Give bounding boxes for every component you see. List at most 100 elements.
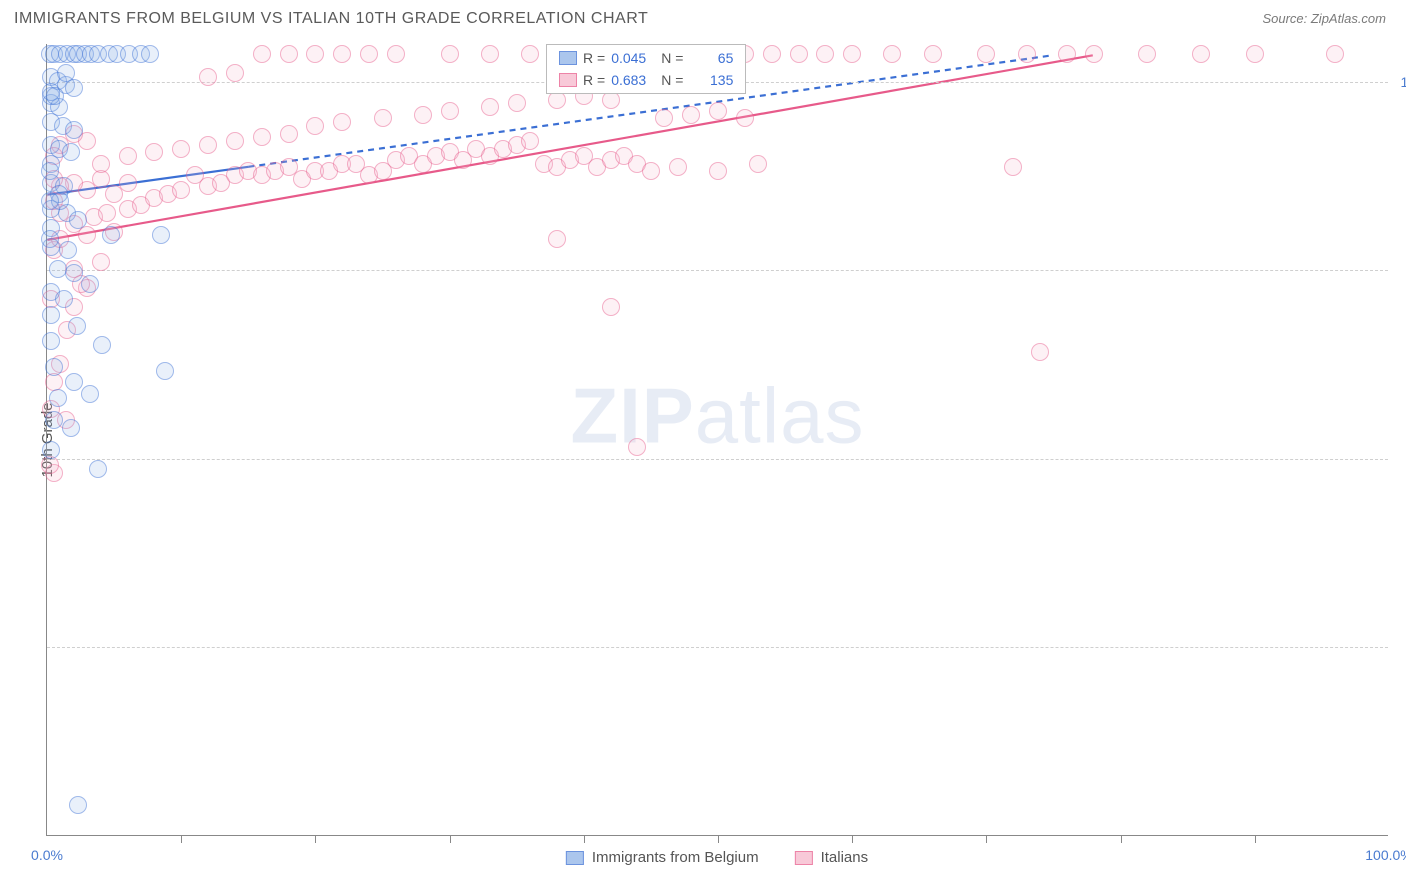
data-point-belgium [55, 290, 73, 308]
n-value-italians: 135 [689, 72, 733, 88]
data-point-italians [628, 438, 646, 456]
data-point-italians [98, 204, 116, 222]
data-point-italians [816, 45, 834, 63]
data-point-italians [414, 106, 432, 124]
gridline [47, 270, 1388, 271]
swatch-italians [559, 73, 577, 87]
watermark: ZIPatlas [570, 370, 864, 461]
data-point-italians [280, 125, 298, 143]
xtick-label: 0.0% [31, 847, 63, 863]
data-point-italians [924, 45, 942, 63]
data-point-belgium [81, 385, 99, 403]
r-value-belgium: 0.045 [611, 50, 655, 66]
legend-label-italians: Italians [821, 849, 869, 866]
data-point-italians [387, 45, 405, 63]
series-legend: Immigrants from Belgium Italians [566, 849, 868, 866]
data-point-italians [1058, 45, 1076, 63]
data-point-italians [709, 162, 727, 180]
data-point-italians [602, 298, 620, 316]
data-point-italians [253, 45, 271, 63]
data-point-italians [199, 68, 217, 86]
chart-area: 10th Grade ZIPatlas 85.0%90.0%95.0%100.0… [46, 44, 1388, 836]
data-point-belgium [45, 411, 63, 429]
source-prefix: Source: [1262, 11, 1310, 26]
data-point-italians [119, 147, 137, 165]
gridline [47, 647, 1388, 648]
data-point-italians [790, 45, 808, 63]
data-point-italians [883, 45, 901, 63]
data-point-belgium [69, 796, 87, 814]
data-point-belgium [59, 241, 77, 259]
data-point-italians [441, 45, 459, 63]
data-point-belgium [42, 306, 60, 324]
data-point-belgium [62, 143, 80, 161]
data-point-italians [306, 117, 324, 135]
data-point-italians [280, 45, 298, 63]
ytick-label: 90.0% [1393, 451, 1406, 467]
data-point-italians [1326, 45, 1344, 63]
data-point-italians [1031, 343, 1049, 361]
data-point-belgium [41, 162, 59, 180]
source-attribution: Source: ZipAtlas.com [1262, 10, 1386, 28]
data-point-italians [145, 143, 163, 161]
xtick [1121, 835, 1122, 843]
data-point-italians [481, 45, 499, 63]
data-point-belgium [57, 64, 75, 82]
data-point-italians [521, 45, 539, 63]
r-value-italians: 0.683 [611, 72, 655, 88]
data-point-italians [749, 155, 767, 173]
data-point-belgium [89, 460, 107, 478]
swatch-belgium [566, 851, 584, 865]
data-point-italians [1138, 45, 1156, 63]
data-point-italians [333, 45, 351, 63]
data-point-italians [1004, 158, 1022, 176]
data-point-belgium [41, 230, 59, 248]
data-point-belgium [156, 362, 174, 380]
data-point-italians [441, 102, 459, 120]
n-label: N = [661, 72, 683, 88]
data-point-italians [843, 45, 861, 63]
data-point-italians [508, 94, 526, 112]
data-point-belgium [152, 226, 170, 244]
data-point-belgium [46, 87, 64, 105]
data-point-italians [253, 128, 271, 146]
xtick [986, 835, 987, 843]
data-point-italians [642, 162, 660, 180]
data-point-italians [119, 174, 137, 192]
data-point-italians [226, 64, 244, 82]
source-name: ZipAtlas.com [1311, 11, 1386, 26]
data-point-belgium [49, 389, 67, 407]
data-point-italians [682, 106, 700, 124]
n-label: N = [661, 50, 683, 66]
legend-label-belgium: Immigrants from Belgium [592, 849, 759, 866]
data-point-italians [333, 113, 351, 131]
data-point-belgium [49, 260, 67, 278]
xtick [852, 835, 853, 843]
legend-row-belgium: R = 0.045 N = 65 [547, 47, 745, 69]
data-point-italians [360, 45, 378, 63]
data-point-italians [172, 181, 190, 199]
data-point-belgium [93, 336, 111, 354]
ytick-label: 100.0% [1393, 74, 1406, 90]
ytick-label: 95.0% [1393, 262, 1406, 278]
xtick [1255, 835, 1256, 843]
data-point-belgium [69, 211, 87, 229]
data-point-belgium [65, 373, 83, 391]
xtick [450, 835, 451, 843]
data-point-belgium [81, 275, 99, 293]
data-point-italians [199, 136, 217, 154]
ytick-label: 85.0% [1393, 639, 1406, 655]
data-point-italians [521, 132, 539, 150]
data-point-italians [977, 45, 995, 63]
data-point-belgium [45, 358, 63, 376]
legend-item-italians: Italians [795, 849, 869, 866]
data-point-italians [736, 109, 754, 127]
legend-row-italians: R = 0.683 N = 135 [547, 69, 745, 91]
correlation-legend: R = 0.045 N = 65 R = 0.683 N = 135 [546, 44, 746, 94]
data-point-italians [709, 102, 727, 120]
data-point-belgium [65, 264, 83, 282]
xtick [315, 835, 316, 843]
xtick [718, 835, 719, 843]
swatch-belgium [559, 51, 577, 65]
data-point-belgium [41, 192, 59, 210]
